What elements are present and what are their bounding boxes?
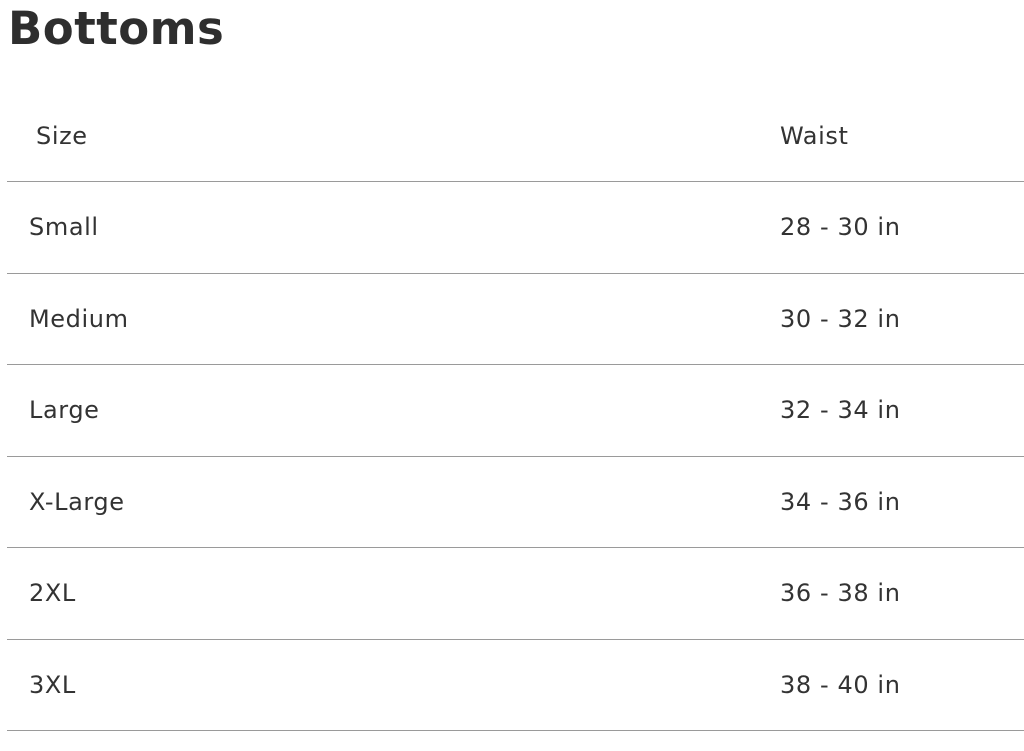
waist-cell: 38 - 40 in	[780, 670, 901, 699]
waist-cell: 30 - 32 in	[780, 304, 901, 333]
size-cell: 2XL	[29, 579, 76, 608]
page-title: Bottoms	[8, 2, 225, 55]
table-row: 3XL 38 - 40 in	[7, 640, 1024, 731]
header-waist: Waist	[780, 121, 849, 150]
waist-cell: 36 - 38 in	[780, 579, 901, 608]
header-size: Size	[36, 121, 88, 150]
size-chart-table: Size Waist Small 28 - 30 in Medium 30 - 32 …	[7, 90, 1024, 731]
size-cell: Small	[29, 213, 99, 242]
table-header: Size Waist	[7, 90, 1024, 182]
waist-cell: 32 - 34 in	[780, 396, 901, 425]
size-cell: X-Large	[29, 487, 125, 516]
size-cell: Large	[29, 396, 100, 425]
table-row: 2XL 36 - 38 in	[7, 548, 1024, 640]
waist-cell: 34 - 36 in	[780, 487, 901, 516]
table-row: Large 32 - 34 in	[7, 365, 1024, 457]
table-row: Medium 30 - 32 in	[7, 274, 1024, 365]
size-cell: 3XL	[29, 670, 76, 699]
table-row: Small 28 - 30 in	[7, 182, 1024, 274]
size-cell: Medium	[29, 304, 129, 333]
waist-cell: 28 - 30 in	[780, 213, 901, 242]
table-row: X-Large 34 - 36 in	[7, 457, 1024, 548]
